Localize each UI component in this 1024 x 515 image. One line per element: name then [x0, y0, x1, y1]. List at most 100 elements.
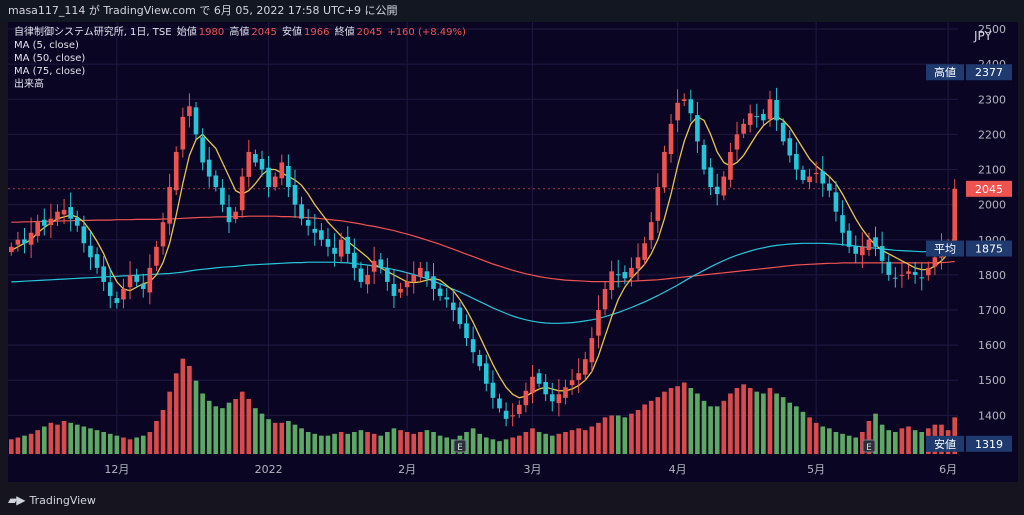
volume-bar	[418, 432, 423, 454]
candle-body	[602, 288, 608, 310]
indicator-ma5[interactable]: MA (5, close)	[14, 40, 79, 51]
volume-bar	[226, 402, 232, 454]
candle-body	[596, 310, 601, 336]
price-tag-title-bg	[926, 240, 964, 257]
candle-body	[543, 382, 548, 395]
brand-footer[interactable]: ▰▶ TradingView	[8, 493, 96, 507]
volume-bar	[543, 433, 548, 454]
time-tick-label: 2022	[255, 463, 283, 476]
price-tick-label: 2100	[978, 164, 1006, 177]
volume-bar	[167, 391, 172, 454]
candle-body	[266, 167, 271, 188]
change-value: +160 (+8.49%)	[387, 27, 466, 38]
volume-bar	[622, 417, 628, 454]
volume-bar	[431, 432, 436, 454]
candle-body	[860, 246, 865, 256]
candle-body	[358, 268, 364, 282]
volume-bar	[61, 421, 67, 454]
candle-body	[312, 228, 318, 233]
candle-body	[173, 151, 179, 191]
tradingview-logo-icon: ▰▶	[8, 493, 25, 507]
volume-bar	[246, 399, 252, 454]
volume-bar	[173, 373, 179, 454]
price-tick-label: 2000	[978, 199, 1006, 212]
candle-body	[728, 151, 733, 180]
price-axis[interactable]: 1400150016001700180019002000210022002300…	[973, 23, 1006, 422]
volume-bar	[615, 415, 621, 454]
candle-body	[385, 268, 390, 282]
time-axis[interactable]: 12月 2022 2月 3月 4月 5月 6月	[104, 463, 957, 476]
candle-body	[464, 323, 469, 339]
candle-body	[28, 232, 34, 245]
volume-bar	[879, 424, 885, 454]
volume-bar	[516, 435, 522, 454]
price-tag-value: 2045	[975, 183, 1003, 196]
volume-bar	[391, 428, 397, 454]
volume-bar	[220, 408, 225, 454]
volume-bar	[840, 433, 845, 454]
volume-bar	[81, 426, 87, 454]
volume-bar	[767, 388, 773, 454]
indicator-volume[interactable]: 出来高	[14, 79, 44, 90]
indicator-ma50[interactable]: MA (50, close)	[14, 53, 86, 64]
candle-body	[695, 115, 700, 142]
candle-body	[457, 307, 463, 325]
volume-bar	[279, 422, 285, 454]
price-tag-bg	[966, 180, 1012, 197]
candle-body	[754, 116, 760, 118]
ma5-line	[10, 115, 956, 399]
time-tick-label: 3月	[523, 463, 541, 476]
candle-body	[648, 222, 654, 241]
candle-body	[853, 246, 859, 254]
candle-body	[167, 187, 172, 224]
volume-bar	[549, 435, 555, 454]
candle-body	[81, 226, 87, 244]
volume-bar	[94, 430, 100, 454]
volume-bar	[807, 417, 812, 454]
volume-bar	[523, 432, 529, 454]
volume-bar	[305, 432, 311, 454]
volume-bar	[8, 439, 14, 454]
candle-body	[68, 207, 73, 219]
candle-body	[701, 144, 707, 170]
volume-bar	[635, 410, 641, 454]
volume-bar	[833, 432, 839, 454]
price-tag-title: 安値	[934, 437, 956, 451]
candle-body	[912, 272, 918, 275]
volume-bar	[483, 437, 489, 454]
volume-bar	[655, 397, 661, 454]
candle-body	[338, 239, 344, 257]
high-label: 高値	[229, 27, 250, 38]
candle-body	[226, 207, 232, 223]
volume-bar	[160, 410, 166, 454]
candle-body	[325, 239, 331, 247]
volume-bar	[286, 421, 291, 454]
candle-body	[899, 274, 905, 276]
candle-body	[239, 176, 245, 211]
volume-bar	[213, 406, 219, 454]
volume-bar	[319, 435, 324, 454]
candle-body	[345, 236, 351, 254]
candle-body	[866, 239, 872, 250]
candle-body	[272, 176, 278, 188]
volume-bar	[582, 430, 588, 454]
volume-bar	[259, 413, 265, 454]
price-tag-title-bg	[926, 64, 964, 81]
volume-bar	[352, 432, 357, 454]
candle-body	[721, 176, 727, 196]
price-tick-label: 1700	[978, 304, 1006, 317]
candle-body	[55, 211, 60, 220]
moving-averages	[10, 115, 956, 399]
indicator-ma75[interactable]: MA (75, close)	[14, 66, 86, 77]
volume-bar	[490, 439, 496, 454]
time-tick-label: 4月	[669, 463, 687, 476]
volume-bar	[919, 432, 925, 454]
candle-body	[655, 187, 661, 221]
candle-body	[279, 162, 285, 179]
candle-body	[668, 123, 674, 155]
volume-bar	[695, 393, 700, 454]
candle-body	[615, 274, 621, 276]
